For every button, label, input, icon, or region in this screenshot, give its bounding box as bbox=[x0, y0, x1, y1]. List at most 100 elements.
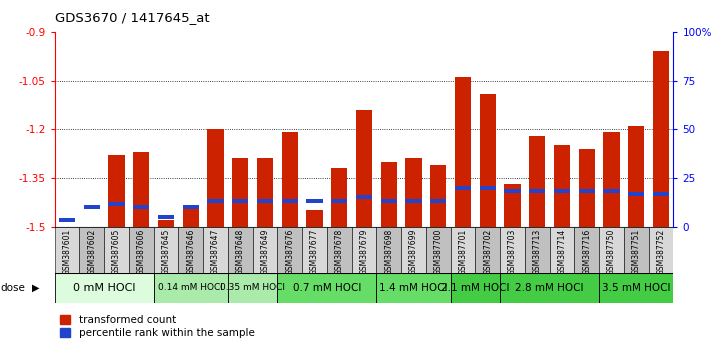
Bar bbox=[500, 227, 525, 273]
Bar bbox=[628, 192, 644, 196]
Bar bbox=[282, 199, 298, 202]
Text: ▶: ▶ bbox=[32, 282, 39, 293]
Bar bbox=[55, 273, 154, 303]
Bar bbox=[554, 189, 570, 193]
Text: GSM387698: GSM387698 bbox=[384, 229, 393, 275]
Bar bbox=[257, 158, 273, 227]
Text: 2.1 mM HOCl: 2.1 mM HOCl bbox=[441, 282, 510, 293]
Text: GSM387701: GSM387701 bbox=[459, 229, 467, 275]
Bar bbox=[426, 227, 451, 273]
Bar bbox=[59, 218, 75, 222]
Text: GSM387601: GSM387601 bbox=[63, 229, 71, 275]
Bar bbox=[579, 189, 595, 193]
Bar bbox=[475, 227, 500, 273]
Bar bbox=[599, 273, 673, 303]
Text: GSM387645: GSM387645 bbox=[162, 229, 170, 275]
Bar bbox=[331, 199, 347, 202]
Bar bbox=[327, 227, 352, 273]
Text: GSM387713: GSM387713 bbox=[533, 229, 542, 275]
Text: GSM387647: GSM387647 bbox=[211, 229, 220, 275]
Bar bbox=[104, 227, 129, 273]
Bar bbox=[108, 202, 124, 206]
Text: GSM387702: GSM387702 bbox=[483, 229, 492, 275]
Bar bbox=[183, 205, 199, 209]
Bar bbox=[505, 189, 521, 193]
Bar bbox=[79, 227, 104, 273]
Bar bbox=[376, 227, 401, 273]
Bar bbox=[529, 136, 545, 227]
Bar bbox=[55, 227, 79, 273]
Bar bbox=[649, 227, 673, 273]
Text: GDS3670 / 1417645_at: GDS3670 / 1417645_at bbox=[55, 11, 209, 24]
Text: GSM387676: GSM387676 bbox=[285, 229, 294, 275]
Text: GSM387646: GSM387646 bbox=[186, 229, 195, 275]
Text: GSM387605: GSM387605 bbox=[112, 229, 121, 275]
Text: GSM387677: GSM387677 bbox=[310, 229, 319, 275]
Bar bbox=[331, 168, 347, 227]
Bar bbox=[525, 227, 550, 273]
Text: 0.14 mM HOCl: 0.14 mM HOCl bbox=[158, 283, 223, 292]
Bar bbox=[604, 132, 620, 227]
Bar bbox=[207, 199, 223, 202]
Bar bbox=[455, 77, 471, 227]
Bar bbox=[653, 51, 669, 227]
Bar bbox=[154, 273, 228, 303]
Bar bbox=[228, 227, 253, 273]
Bar bbox=[554, 145, 570, 227]
Text: GSM387703: GSM387703 bbox=[508, 229, 517, 275]
Text: 0 mM HOCl: 0 mM HOCl bbox=[73, 282, 135, 293]
Text: GSM387649: GSM387649 bbox=[261, 229, 269, 275]
Bar bbox=[133, 205, 149, 209]
Text: dose: dose bbox=[1, 282, 25, 293]
Bar bbox=[228, 273, 277, 303]
Bar bbox=[574, 227, 599, 273]
Bar bbox=[356, 110, 372, 227]
Bar bbox=[624, 227, 649, 273]
Bar bbox=[232, 199, 248, 202]
Bar bbox=[579, 149, 595, 227]
Text: GSM387648: GSM387648 bbox=[236, 229, 245, 275]
Text: GSM387716: GSM387716 bbox=[582, 229, 591, 275]
Bar bbox=[277, 273, 376, 303]
Bar bbox=[599, 227, 624, 273]
Text: GSM387699: GSM387699 bbox=[409, 229, 418, 275]
Bar bbox=[480, 93, 496, 227]
Bar bbox=[430, 199, 446, 202]
Bar bbox=[628, 126, 644, 227]
Text: GSM387714: GSM387714 bbox=[558, 229, 566, 275]
Text: 1.4 mM HOCl: 1.4 mM HOCl bbox=[379, 282, 448, 293]
Bar bbox=[84, 205, 100, 209]
Bar bbox=[505, 184, 521, 227]
Text: 0.35 mM HOCl: 0.35 mM HOCl bbox=[220, 283, 285, 292]
Bar bbox=[550, 227, 574, 273]
Bar bbox=[277, 227, 302, 273]
Text: GSM387751: GSM387751 bbox=[632, 229, 641, 275]
Bar bbox=[306, 199, 323, 202]
Text: 0.7 mM HOCl: 0.7 mM HOCl bbox=[293, 282, 361, 293]
Bar bbox=[401, 227, 426, 273]
Bar bbox=[356, 195, 372, 199]
Legend: transformed count, percentile rank within the sample: transformed count, percentile rank withi… bbox=[60, 315, 254, 338]
Bar bbox=[178, 227, 203, 273]
Bar bbox=[302, 227, 327, 273]
Bar bbox=[108, 155, 124, 227]
Text: GSM387602: GSM387602 bbox=[87, 229, 96, 275]
Text: GSM387752: GSM387752 bbox=[657, 229, 665, 275]
Bar bbox=[158, 215, 174, 219]
Bar bbox=[203, 227, 228, 273]
Bar bbox=[381, 199, 397, 202]
Bar bbox=[306, 210, 323, 227]
Bar bbox=[405, 158, 422, 227]
Text: GSM387678: GSM387678 bbox=[335, 229, 344, 275]
Text: GSM387606: GSM387606 bbox=[137, 229, 146, 275]
Bar bbox=[376, 273, 451, 303]
Bar bbox=[451, 227, 475, 273]
Bar bbox=[158, 220, 174, 227]
Text: 3.5 mM HOCl: 3.5 mM HOCl bbox=[602, 282, 670, 293]
Bar bbox=[451, 273, 500, 303]
Text: GSM387700: GSM387700 bbox=[434, 229, 443, 275]
Bar bbox=[282, 132, 298, 227]
Bar bbox=[232, 158, 248, 227]
Bar bbox=[529, 189, 545, 193]
Bar bbox=[253, 227, 277, 273]
